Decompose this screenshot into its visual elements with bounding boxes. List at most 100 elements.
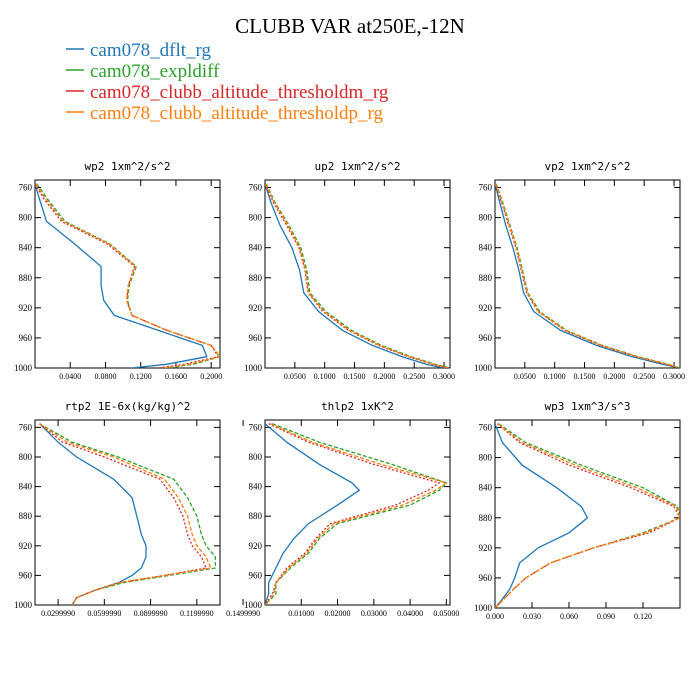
y-tick-label: 920	[19, 541, 33, 551]
y-tick-label: 960	[19, 570, 33, 580]
panels: wp2 1xm^2/s^2 760 800 840 880 920 960 1000 0.040…	[14, 160, 685, 621]
series-line	[265, 423, 448, 605]
y-tick-label: 760	[19, 183, 33, 193]
x-tick-label: 0.030	[523, 612, 541, 621]
y-tick-label: 760	[479, 423, 493, 433]
series-line	[265, 183, 449, 368]
series-group	[265, 183, 450, 368]
y-tick-label: 1000	[14, 363, 33, 373]
x-tick-label: 0.2500	[403, 372, 425, 381]
plot-frame	[34, 179, 221, 369]
panel-title: rtp2 1E-6x(kg/kg)^2	[65, 400, 191, 413]
y-tick-label: 760	[19, 422, 33, 432]
series-line	[495, 423, 680, 608]
x-tick-label: 0.3000	[663, 372, 685, 381]
y-tick-label: 840	[479, 483, 493, 493]
series-line	[39, 423, 212, 605]
y-tick-label: 800	[479, 213, 493, 223]
x-tick-label: 0.120	[634, 612, 652, 621]
y-tick-label: 800	[19, 213, 33, 223]
series-line	[35, 183, 208, 368]
x-tick-label: 0.1200	[130, 372, 152, 381]
series-group	[495, 423, 680, 608]
y-tick-label: 840	[249, 482, 263, 492]
figure-title: CLUBB VAR at250E,-12N	[235, 14, 465, 38]
panel-title: wp3 1xm^3/s^3	[544, 400, 630, 413]
y-tick-label: 920	[19, 303, 33, 313]
series-line	[36, 183, 220, 368]
x-tick-label: 0.000	[486, 612, 504, 621]
x-tick-label: 0.2000	[373, 372, 395, 381]
legend-label: cam078_expldiff	[90, 61, 220, 82]
panel-title: wp2 1xm^2/s^2	[84, 160, 170, 173]
x-tick-label: 0.0599990	[87, 609, 121, 618]
panel: thlp2 1xK^2 760 800 840 880 920 960 1000 0.01000…	[244, 400, 459, 618]
legend-label: cam078_dflt_rg	[90, 40, 212, 61]
series-line	[39, 423, 217, 605]
legend-entry: cam078_clubb_altitude_thresholdp_rg	[66, 103, 384, 124]
series-line	[265, 183, 448, 368]
x-tick-label: 0.01000	[288, 609, 314, 618]
y-tick-label: 1000	[244, 363, 263, 373]
y-tick-label: 880	[249, 511, 263, 521]
legend-label: cam078_clubb_altitude_thresholdp_rg	[90, 103, 384, 124]
panel: wp3 1xm^3/s^3 760 800 840 880 920 960 10000.000…	[474, 400, 681, 621]
series-line	[265, 423, 448, 605]
x-tick-label: 0.0899990	[134, 609, 168, 618]
plot-frame	[494, 179, 681, 369]
x-tick-label: 0.03000	[361, 609, 387, 618]
x-tick-label: 0.2000	[200, 372, 222, 381]
y-tick-label: 800	[479, 453, 493, 463]
plot-frame	[264, 419, 451, 606]
x-tick-label: 0.0500	[284, 372, 306, 381]
y-tick-label: 920	[249, 303, 263, 313]
y-tick-label: 800	[249, 213, 263, 223]
x-tick-label: 0.1600	[165, 372, 187, 381]
y-tick-label: 920	[479, 303, 493, 313]
series-line	[265, 183, 445, 368]
series-line	[495, 183, 680, 368]
series-line	[35, 183, 220, 368]
y-tick-label: 880	[19, 511, 33, 521]
y-tick-label: 840	[479, 243, 493, 253]
legend-entry: cam078_dflt_rg	[66, 40, 212, 61]
y-tick-label: 840	[19, 482, 33, 492]
y-tick-label: 840	[249, 243, 263, 253]
panel: wp2 1xm^2/s^2 760 800 840 880 920 960 1000 0.040…	[14, 160, 222, 381]
x-tick-label: 0.0500	[514, 372, 536, 381]
y-tick-label: 960	[479, 333, 493, 343]
x-tick-label: 0.2500	[633, 372, 655, 381]
x-tick-label: 0.3000	[433, 372, 455, 381]
series-group	[265, 423, 448, 605]
x-tick-label: 0.0299990	[41, 609, 75, 618]
series-line	[35, 183, 220, 368]
legend-entry: cam078_clubb_altitude_thresholdm_rg	[66, 82, 389, 103]
y-tick-label: 880	[479, 513, 493, 523]
y-tick-label: 1000	[244, 600, 263, 610]
y-tick-label: 1000	[474, 363, 493, 373]
x-tick-label: 0.02000	[325, 609, 351, 618]
plot-frame	[264, 179, 451, 369]
x-tick-label: 0.1500	[344, 372, 366, 381]
x-tick-label: 0.090	[597, 612, 615, 621]
series-group	[39, 423, 217, 605]
x-tick-label: 0.04000	[397, 609, 423, 618]
panel: rtp2 1E-6x(kg/kg)^2 760 800 840 880 920 960 100…	[14, 400, 260, 618]
x-tick-label: 0.1500	[574, 372, 596, 381]
series-line	[39, 423, 208, 605]
y-tick-label: 920	[479, 543, 493, 553]
y-tick-label: 840	[19, 243, 33, 253]
y-tick-label: 960	[479, 573, 493, 583]
series-group	[495, 183, 680, 368]
x-tick-label: 0.2000	[603, 372, 625, 381]
series-line	[495, 183, 680, 368]
plot-frame	[494, 419, 681, 609]
y-tick-label: 960	[249, 570, 263, 580]
panel: up2 1xm^2/s^2 760 800 840 880 920 960 1000 0.050…	[244, 160, 455, 381]
y-tick-label: 880	[19, 273, 33, 283]
y-tick-label: 760	[249, 183, 263, 193]
x-tick-label: 0.1000	[314, 372, 336, 381]
x-tick-label: 0.05000	[433, 609, 459, 618]
panel-title: vp2 1xm^2/s^2	[544, 160, 630, 173]
legend-label: cam078_clubb_altitude_thresholdm_rg	[90, 82, 389, 103]
